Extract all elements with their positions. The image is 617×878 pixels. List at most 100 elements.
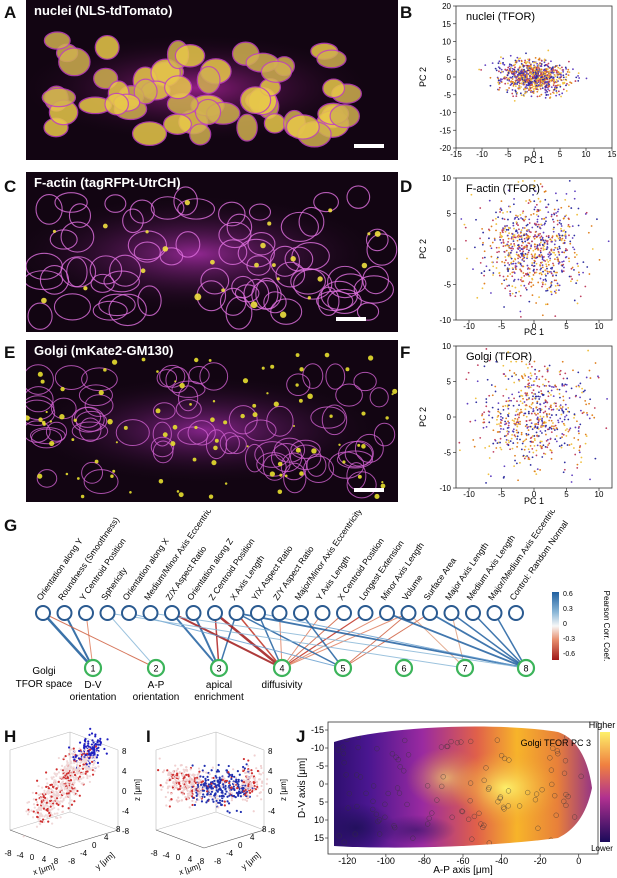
scatter-point (502, 428, 505, 431)
scatter-point (568, 234, 570, 237)
golgi-point (31, 816, 35, 819)
scatter-point (488, 421, 491, 424)
scatter-point (527, 433, 530, 436)
scatter-point (594, 457, 597, 460)
scatter-point (540, 390, 543, 392)
scatter-point (494, 390, 497, 393)
cell-outline (302, 363, 324, 389)
golgi-point (96, 750, 99, 753)
scatter-point (525, 91, 528, 93)
golgi-point (64, 754, 67, 758)
golgi-point (96, 754, 99, 757)
scatter-point (488, 457, 491, 459)
golgi-point (217, 763, 220, 767)
cell-outline (81, 367, 118, 392)
scatter-point (562, 422, 565, 425)
scatter-point (553, 425, 555, 428)
golgi-point (99, 743, 102, 746)
scatter-point (548, 385, 551, 387)
scatter-point (498, 250, 500, 253)
scatter-point (527, 238, 530, 241)
scatter-point (548, 70, 551, 73)
scatter-point (502, 245, 505, 248)
scatter-point (568, 275, 571, 278)
scatter-point (512, 238, 515, 241)
scatter-point (551, 266, 554, 269)
scatter-point (492, 272, 495, 274)
golgi-point (173, 784, 176, 788)
cell-outline (353, 371, 377, 392)
golgi-point (221, 789, 224, 793)
golgi-puncta (240, 413, 245, 419)
actin-focus (307, 296, 311, 300)
scatter-point (530, 253, 533, 256)
scatter-point (518, 395, 521, 398)
cell-position-marker (501, 806, 507, 812)
scatter-point (537, 234, 540, 237)
scatter-point (539, 200, 542, 203)
scatter-point (529, 425, 532, 428)
scatter-point (497, 81, 500, 84)
golgi-point (32, 798, 35, 801)
scatter-point (547, 395, 550, 398)
golgi-point (250, 772, 254, 775)
scatter-point (558, 388, 561, 391)
golgi-point (219, 779, 223, 782)
scatter-point (570, 275, 572, 278)
scatter-point (558, 234, 561, 237)
scatter-point (527, 448, 530, 451)
scatter-point (556, 246, 559, 249)
golgi-point (245, 799, 249, 803)
scatter-point (498, 411, 501, 414)
scatter-point (519, 278, 522, 281)
scatter-point (525, 72, 528, 75)
cell-outline (326, 265, 363, 299)
golgi-point (36, 803, 39, 807)
cell-outline (137, 285, 162, 316)
scatter-point (528, 87, 530, 90)
cell-position-marker (341, 839, 347, 845)
scatter-point (548, 270, 551, 273)
scatter-point (528, 281, 531, 284)
scatter-point (530, 213, 532, 216)
scatter-point (579, 295, 582, 298)
scatter-point (526, 394, 529, 397)
scatter-point (532, 185, 535, 188)
x-tick-label: -100 (377, 856, 395, 866)
scatter-point (479, 436, 482, 439)
golgi-point (77, 754, 80, 757)
scatter-point (533, 393, 535, 395)
scatter-point (577, 72, 580, 75)
cell-outline (335, 383, 363, 407)
golgi-point (208, 795, 211, 798)
scatter-point (527, 366, 529, 369)
golgi-point (180, 763, 183, 767)
scatter-point (491, 406, 494, 409)
scatter-point (535, 262, 538, 265)
scatter-point (527, 267, 530, 269)
scatter-point (511, 75, 514, 78)
actin-focus (367, 232, 371, 236)
scatter-point (538, 369, 541, 372)
correlation-edge (257, 612, 527, 669)
scatter-point (563, 81, 566, 84)
scatter-point (578, 449, 581, 452)
golgi-puncta (110, 474, 114, 479)
scatter-point (575, 253, 578, 256)
golgi-point (58, 794, 61, 797)
golgi-puncta (324, 352, 330, 358)
golgi-point (176, 775, 179, 779)
scatter-point (490, 225, 493, 228)
y-axis-label: D-V axis [μm] (297, 758, 308, 818)
feature-node (56, 605, 73, 621)
golgi-point (208, 785, 212, 788)
golgi-point (73, 791, 76, 794)
scatter-point (527, 429, 530, 432)
scatter-point (529, 372, 532, 375)
golgi-point (69, 781, 72, 784)
golgi-point (35, 825, 39, 828)
feature-node (164, 605, 180, 621)
cell-outline (218, 239, 248, 266)
scatter-point (517, 81, 520, 83)
golgi-point (200, 800, 204, 803)
